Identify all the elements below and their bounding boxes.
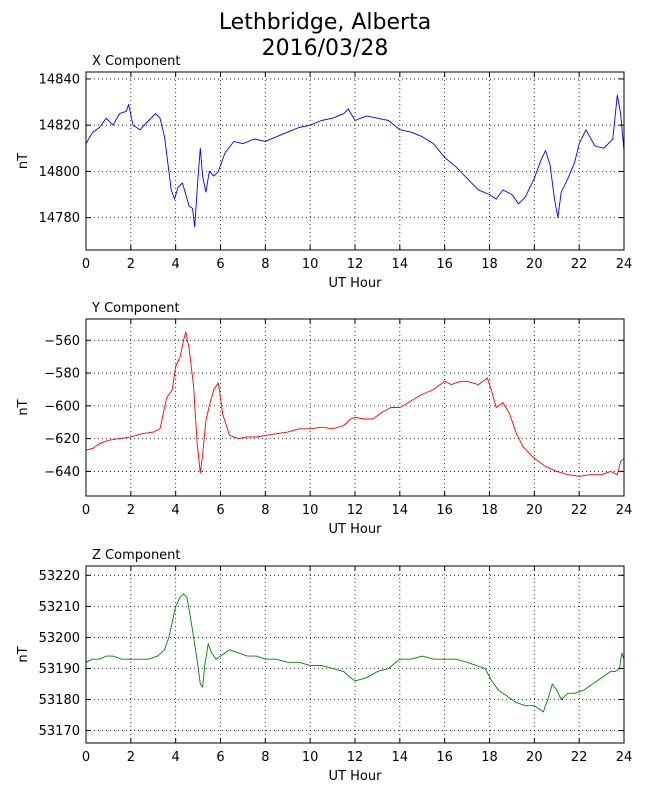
series-line-y	[85, 331, 625, 477]
x-tick-label: 10	[302, 750, 319, 765]
x-tick-label: 20	[526, 503, 543, 518]
y-tick-label: −640	[44, 465, 80, 480]
x-tick-label: 24	[616, 503, 633, 518]
chart-z-component: 0 2 4 6 8 10 12 14 16 18 20 22 245317053180531905320…	[16, 548, 632, 784]
x-tick-label: 6	[216, 503, 224, 518]
y-tick-label: 53170	[39, 724, 80, 739]
x-tick-label: 6	[216, 750, 224, 765]
x-tick-label: 10	[302, 503, 319, 518]
x-tick-label: 14	[392, 750, 409, 765]
x-tick-label: 4	[172, 503, 180, 518]
x-tick-label: 2	[127, 257, 135, 272]
x-tick-label: 0	[82, 750, 90, 765]
panel-title: Y Component	[91, 301, 180, 316]
y-tick-label: −560	[44, 334, 80, 349]
x-axis-label: UT Hour	[329, 276, 383, 291]
x-tick-label: 18	[481, 503, 498, 518]
y-tick-label: 14820	[39, 119, 80, 134]
y-axis-label: nT	[16, 646, 31, 662]
series-line-x	[85, 94, 625, 228]
x-tick-label: 4	[172, 750, 180, 765]
x-tick-label: 16	[436, 750, 453, 765]
x-tick-label: 0	[82, 257, 90, 272]
y-tick-label: −580	[44, 367, 80, 382]
x-tick-label: 20	[526, 257, 543, 272]
x-tick-label: 14	[392, 257, 409, 272]
x-tick-label: 24	[616, 750, 633, 765]
y-axis-label: nT	[16, 153, 31, 169]
chart-y-component: 0 2 4 6 8 10 12 14 16 18 20 22 24−560−580−600−620−64…	[16, 301, 632, 537]
x-tick-label: 4	[172, 257, 180, 272]
y-tick-label: 53220	[39, 569, 80, 584]
x-tick-label: 22	[571, 750, 588, 765]
x-tick-label: 22	[571, 503, 588, 518]
figure-title: Lethbridge, Alberta 2016/03/28	[0, 10, 650, 62]
y-tick-label: 53190	[39, 662, 80, 677]
x-tick-label: 8	[261, 257, 269, 272]
y-tick-label: 14800	[39, 165, 80, 180]
x-tick-label: 0	[82, 503, 90, 518]
x-axis-label: UT Hour	[329, 769, 383, 784]
x-tick-label: 16	[436, 503, 453, 518]
y-tick-label: 53210	[39, 600, 80, 615]
x-tick-label: 18	[481, 750, 498, 765]
y-tick-label: −620	[44, 432, 80, 447]
x-tick-label: 22	[571, 257, 588, 272]
x-tick-label: 6	[216, 257, 224, 272]
x-tick-label: 12	[347, 503, 364, 518]
x-tick-label: 8	[261, 750, 269, 765]
x-tick-label: 10	[302, 257, 319, 272]
x-tick-label: 2	[127, 503, 135, 518]
x-tick-label: 12	[347, 257, 364, 272]
x-tick-label: 14	[392, 503, 409, 518]
x-axis-label: UT Hour	[329, 522, 383, 537]
x-tick-label: 2	[127, 750, 135, 765]
figure-title-line2: 2016/03/28	[261, 36, 389, 61]
x-tick-label: 8	[261, 503, 269, 518]
x-tick-label: 18	[481, 257, 498, 272]
x-tick-label: 24	[616, 257, 633, 272]
panel-title: X Component	[92, 54, 181, 69]
y-tick-label: 53180	[39, 693, 80, 708]
series-line-z	[85, 593, 625, 713]
y-tick-label: 14780	[39, 211, 80, 226]
panel-title: Z Component	[92, 548, 181, 563]
y-axis-label: nT	[16, 399, 31, 415]
x-tick-label: 12	[347, 750, 364, 765]
x-tick-label: 16	[436, 257, 453, 272]
figure-title-line1: Lethbridge, Alberta	[218, 10, 432, 35]
chart-x-component: 0 2 4 6 8 10 12 14 16 18 20 22 241478014800148201484…	[16, 54, 632, 291]
x-tick-label: 20	[526, 750, 543, 765]
y-tick-label: 14840	[39, 72, 80, 87]
y-tick-label: −600	[44, 399, 80, 414]
y-tick-label: 53200	[39, 631, 80, 646]
